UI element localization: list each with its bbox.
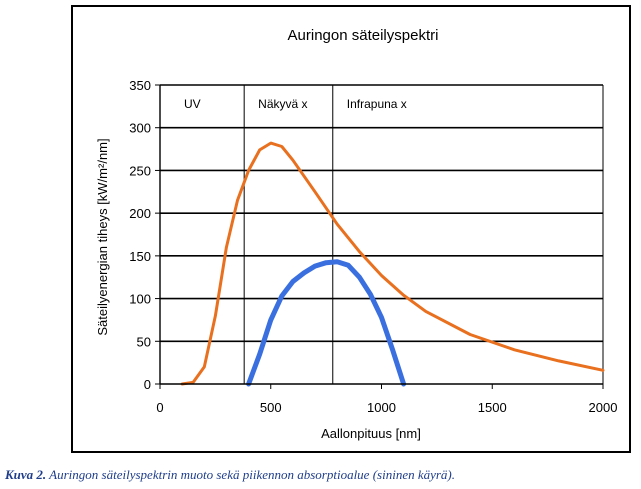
y-tick-label-300: 300 [129, 121, 151, 136]
y-tick-label-50: 50 [137, 334, 151, 349]
caption-text: Auringon säteilyspektrin muoto sekä piik… [46, 467, 456, 482]
caption-lead: Kuva 2. [5, 467, 47, 482]
x-tick-label-0: 0 [156, 400, 163, 415]
axis-layer: 0 50 100 150 200 250 300 350 0 500 1000 1500 2000 [129, 78, 617, 415]
y-axis-label: Säteilyenergian tiheys [kW/m²/nm] [95, 138, 110, 335]
region-label-1: Näkyvä x [258, 97, 307, 111]
y-tick-label-200: 200 [129, 206, 151, 221]
region-label-2: Infrapuna x [347, 97, 407, 111]
spectrum-chart: UV Näkyvä x Infrapuna x 0 50 100 150 200 250 300… [95, 27, 617, 441]
grid-layer [160, 84, 604, 384]
series-layer [180, 141, 605, 387]
y-tick-label-250: 250 [129, 163, 151, 178]
y-tick-label-150: 150 [129, 249, 151, 264]
chart-title: Auringon säteilyspektri [288, 27, 439, 44]
x-axis-label: Aallonpituus [nm] [321, 426, 421, 441]
series-line-1 [246, 259, 407, 387]
y-tick-label-0: 0 [144, 377, 151, 392]
y-tick-label-100: 100 [129, 292, 151, 307]
region-layer: UV Näkyvä x Infrapuna x [184, 85, 407, 384]
y-tick-label-350: 350 [129, 78, 151, 93]
figure-caption: Kuva 2. Auringon säteilyspektrin muoto s… [5, 467, 641, 483]
x-tick-label-1500: 1500 [478, 400, 507, 415]
x-tick-label-500: 500 [260, 400, 282, 415]
x-tick-label-1000: 1000 [367, 400, 396, 415]
series-line-0 [180, 141, 605, 386]
region-label-0: UV [184, 97, 201, 111]
chart-frame: UV Näkyvä x Infrapuna x 0 50 100 150 200 250 300… [71, 5, 631, 453]
x-tick-label-2000: 2000 [589, 400, 618, 415]
